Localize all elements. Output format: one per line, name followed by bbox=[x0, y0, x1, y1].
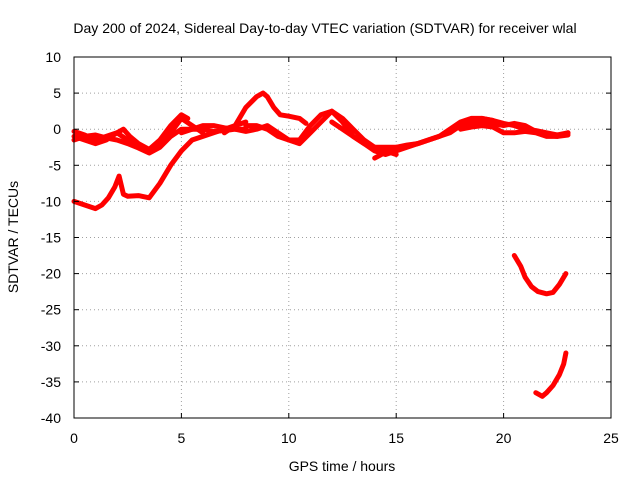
x-tick-label: 25 bbox=[603, 430, 619, 446]
x-tick-label: 20 bbox=[496, 430, 512, 446]
axis-ticks bbox=[73, 56, 612, 419]
series-line-pass-l bbox=[533, 350, 569, 399]
series-line-pass-d bbox=[71, 119, 249, 212]
y-tick-label: -25 bbox=[41, 302, 61, 318]
y-tick-label: -30 bbox=[41, 338, 61, 354]
x-tick-label: 5 bbox=[178, 430, 186, 446]
series-line-pass-f bbox=[221, 90, 309, 136]
y-tick-label: -15 bbox=[41, 230, 61, 246]
y-axis-label: SDTVAR / TECUs bbox=[5, 181, 21, 293]
y-tick-label: -5 bbox=[49, 157, 62, 173]
y-tick-label: -20 bbox=[41, 266, 61, 282]
x-tick-labels: 0 5 10 15 20 25 bbox=[70, 430, 619, 446]
y-tick-label: -40 bbox=[41, 410, 61, 426]
y-tick-label: 5 bbox=[53, 85, 61, 101]
series-line-pass-k bbox=[511, 253, 569, 297]
y-tick-label: 0 bbox=[53, 121, 61, 137]
y-tick-label: 10 bbox=[45, 49, 61, 65]
series-line-pass-j bbox=[458, 123, 571, 139]
series-line-pass-c bbox=[71, 112, 191, 152]
series-line-pass-b bbox=[71, 115, 206, 155]
x-axis-label: GPS time / hours bbox=[289, 458, 396, 474]
series-layer bbox=[71, 90, 571, 399]
grid-lines bbox=[74, 57, 611, 418]
chart-title: Day 200 of 2024, Sidereal Day-to-day VTE… bbox=[73, 20, 576, 36]
x-tick-label: 15 bbox=[388, 430, 404, 446]
y-tick-label: -10 bbox=[41, 193, 61, 209]
x-tick-label: 0 bbox=[70, 430, 78, 446]
y-tick-label: -35 bbox=[41, 374, 61, 390]
x-tick-label: 10 bbox=[281, 430, 297, 446]
y-tick-labels: 10 5 0 -5 -10 -15 -20 -25 -30 -35 -40 bbox=[41, 49, 61, 426]
